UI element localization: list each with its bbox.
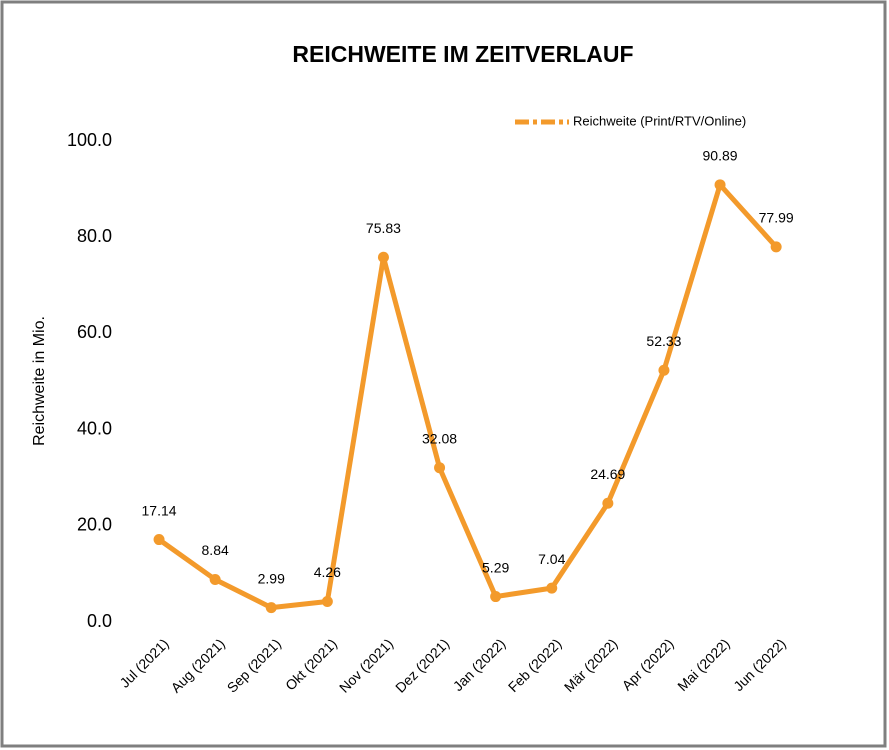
- data-label: 90.89: [703, 148, 738, 164]
- y-axis-label: Reichweite in Mio.: [31, 316, 48, 446]
- data-label: 32.08: [422, 430, 457, 446]
- y-tick-label: 80.0: [77, 226, 112, 246]
- data-label: 17.14: [142, 502, 177, 518]
- y-tick-label: 20.0: [77, 515, 112, 535]
- data-label: 77.99: [759, 210, 794, 226]
- chart-title: REICHWEITE IM ZEITVERLAUF: [292, 41, 633, 67]
- data-label: 5.29: [482, 559, 509, 575]
- legend-label: Reichweite (Print/RTV/Online): [573, 113, 746, 128]
- data-label: 7.04: [538, 551, 565, 567]
- point: [546, 582, 558, 594]
- point: [490, 591, 502, 603]
- point: [377, 251, 389, 263]
- point: [321, 596, 333, 608]
- y-tick-label: 0.0: [87, 611, 112, 631]
- y-tick-label: 60.0: [77, 322, 112, 342]
- y-tick-label: 100.0: [67, 130, 112, 150]
- line: [157, 182, 779, 611]
- data-label: 8.84: [202, 542, 229, 558]
- point: [602, 497, 614, 509]
- point: [770, 241, 782, 253]
- point: [434, 462, 446, 474]
- data-label: 4.26: [314, 564, 341, 580]
- data-label: 2.99: [258, 570, 285, 586]
- y-tick-label: 40.0: [77, 418, 112, 438]
- point: [265, 602, 277, 614]
- point: [714, 179, 726, 191]
- data-label: 75.83: [366, 220, 401, 236]
- data-label: 24.69: [590, 466, 625, 482]
- point: [153, 534, 165, 546]
- point: [209, 573, 221, 585]
- data-label: 52.33: [646, 333, 681, 349]
- point: [658, 364, 670, 376]
